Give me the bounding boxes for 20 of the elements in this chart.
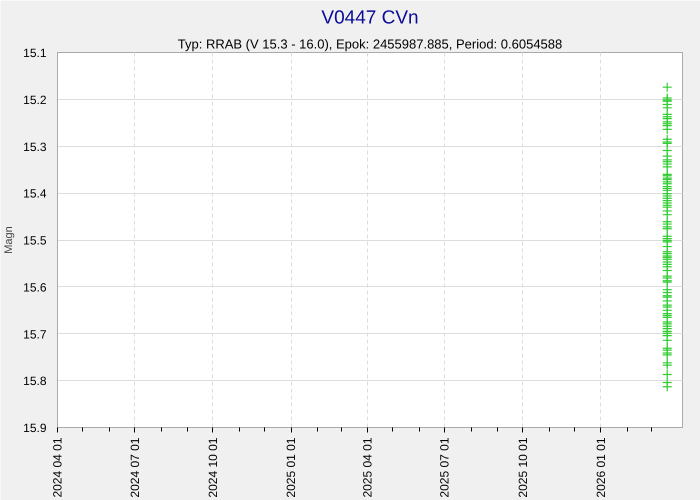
x-tick-label: 2024 04 01 — [50, 437, 64, 498]
y-tick-label: 15.5 — [23, 234, 47, 248]
y-tick-label: 15.7 — [23, 327, 47, 342]
x-tick-label: 2025 07 01 — [438, 437, 452, 498]
y-axis-title: Magn — [3, 226, 16, 254]
y-tick-label: 15.3 — [23, 140, 47, 154]
y-tick-label: 15.4 — [23, 186, 47, 201]
y-tick-label: 15.2 — [23, 92, 47, 107]
x-tick-label: 2026 01 01 — [594, 437, 608, 498]
chart-subtitle: Typ: RRAB (V 15.3 - 16.0), Epok: 2455987.885, Period: 0.6054588 — [178, 36, 562, 52]
x-tick-label: 2024 07 01 — [128, 437, 142, 498]
x-tick-label: 2025 01 01 — [284, 437, 298, 498]
x-tick-label: 2025 04 01 — [360, 437, 374, 498]
chart-title: V0447 CVn — [321, 8, 419, 28]
y-tick-label: 15.1 — [23, 46, 47, 60]
x-tick-label: 2025 10 01 — [516, 437, 530, 498]
y-tick-label: 15.9 — [23, 421, 47, 435]
y-tick-label: 15.6 — [23, 280, 47, 294]
y-tick-label: 15.8 — [23, 374, 47, 388]
x-tick-label: 2024 10 01 — [206, 437, 220, 498]
